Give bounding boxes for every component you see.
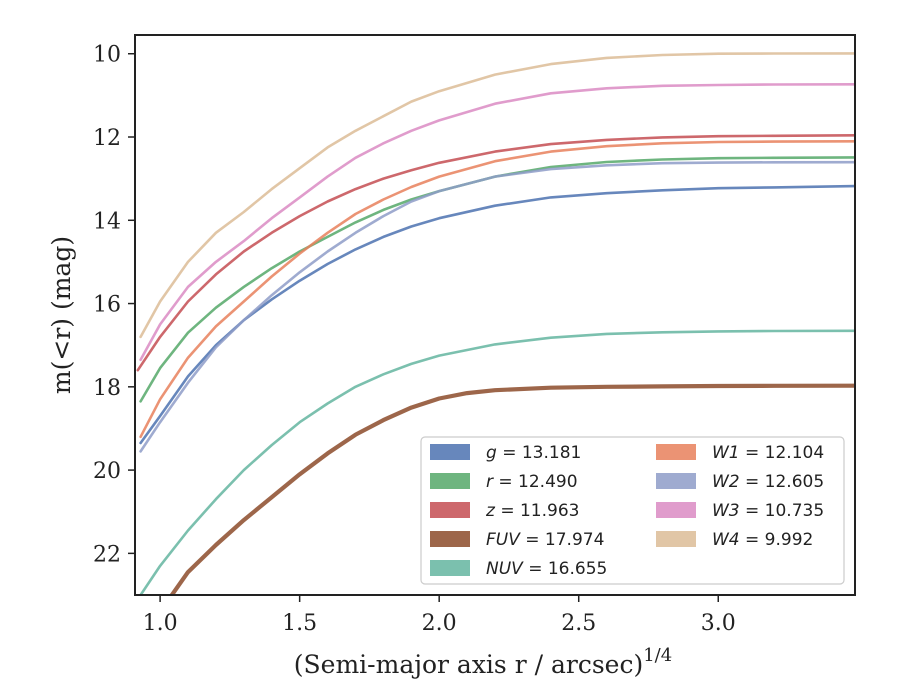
legend-label-value: = 13.181: [497, 443, 582, 463]
legend-label-g: g = 13.181: [486, 443, 581, 463]
series-line-fuv: [169, 383, 855, 595]
series-line-g: [139, 184, 855, 445]
x-axis-title: (Semi-major axis r / arcsec)1/4: [294, 645, 672, 679]
x-axis-title-superscript: 1/4: [643, 645, 672, 666]
y-tick-label: 22: [93, 542, 121, 567]
series-line-z: [136, 134, 855, 372]
legend-label-value: = 16.655: [523, 559, 608, 579]
y-tick-label: 16: [93, 293, 121, 318]
series-line-r: [139, 156, 855, 403]
legend-frame: [420, 436, 845, 585]
y-axis-title: m(<r) (mag): [47, 236, 76, 394]
plot-frame: [134, 34, 856, 596]
y-tick-label: 18: [93, 376, 121, 401]
x-tick-label: 3.0: [701, 611, 736, 636]
series-layer: [136, 52, 855, 595]
legend-label-fuv: FUV = 17.974: [486, 530, 604, 550]
legend-label-value: = 9.992: [740, 530, 814, 550]
legend-label-prefix: W4: [712, 530, 740, 550]
series-line-w4: [139, 52, 855, 339]
legend-label-w3: W3 = 10.735: [712, 501, 824, 521]
legend-swatch-w2: [656, 473, 696, 489]
legend-label-value: = 12.490: [493, 472, 578, 492]
legend-swatch-nuv: [430, 560, 470, 576]
ticks-layer: 1.0 1.5 2.0 2.5 3.0 10 12 14 16 18 20 22: [93, 43, 736, 636]
legend-label-w1: W1 = 12.104: [712, 443, 824, 463]
legend-label-prefix: z: [485, 501, 496, 521]
legend-label-nuv: NUV = 16.655: [486, 559, 607, 579]
y-tick-label: 20: [93, 459, 121, 484]
series-line-w1: [139, 140, 855, 439]
legend-label-prefix: FUV: [486, 530, 521, 550]
y-tick-label: 10: [93, 43, 121, 68]
y-tick-label: 12: [93, 126, 121, 151]
legend-label-prefix: NUV: [486, 559, 524, 579]
x-tick-label: 1.5: [282, 611, 317, 636]
legend-label-prefix: W3: [712, 501, 740, 521]
legend-swatch-g: [430, 444, 470, 460]
legend-label-w2: W2 = 12.605: [712, 472, 824, 492]
legend-swatch-z: [430, 502, 470, 518]
x-tick-label: 2.5: [561, 611, 596, 636]
legend-label-z: z = 11.963: [485, 501, 579, 521]
legend-swatch-w4: [656, 531, 696, 547]
legend-label-prefix: g: [486, 443, 497, 463]
legend-swatch-w1: [656, 444, 696, 460]
y-tick-label: 14: [93, 209, 121, 234]
x-axis-title-text: (Semi-major axis r / arcsec): [294, 650, 643, 679]
x-tick-label: 2.0: [422, 611, 457, 636]
series-line-w2: [139, 160, 855, 453]
legend-label-value: = 10.735: [740, 501, 825, 521]
legend-label-r: r = 12.490: [486, 472, 578, 492]
legend-label-value: = 12.605: [740, 472, 825, 492]
legend-swatch-r: [430, 473, 470, 489]
series-line-w3: [139, 83, 855, 362]
legend-label-prefix: W2: [712, 472, 740, 492]
legend-swatch-w3: [656, 502, 696, 518]
legend-label-value: = 17.974: [520, 530, 605, 550]
series-line-nuv: [139, 329, 855, 595]
legend-swatch-fuv: [430, 531, 470, 547]
legend-label-value: = 12.104: [740, 443, 825, 463]
legend-label-prefix: W1: [712, 443, 740, 463]
legend-label-prefix: r: [486, 472, 494, 492]
legend-label-w4: W4 = 9.992: [712, 530, 813, 550]
x-tick-label: 1.0: [143, 611, 178, 636]
legend-label-value: = 11.963: [495, 501, 580, 521]
